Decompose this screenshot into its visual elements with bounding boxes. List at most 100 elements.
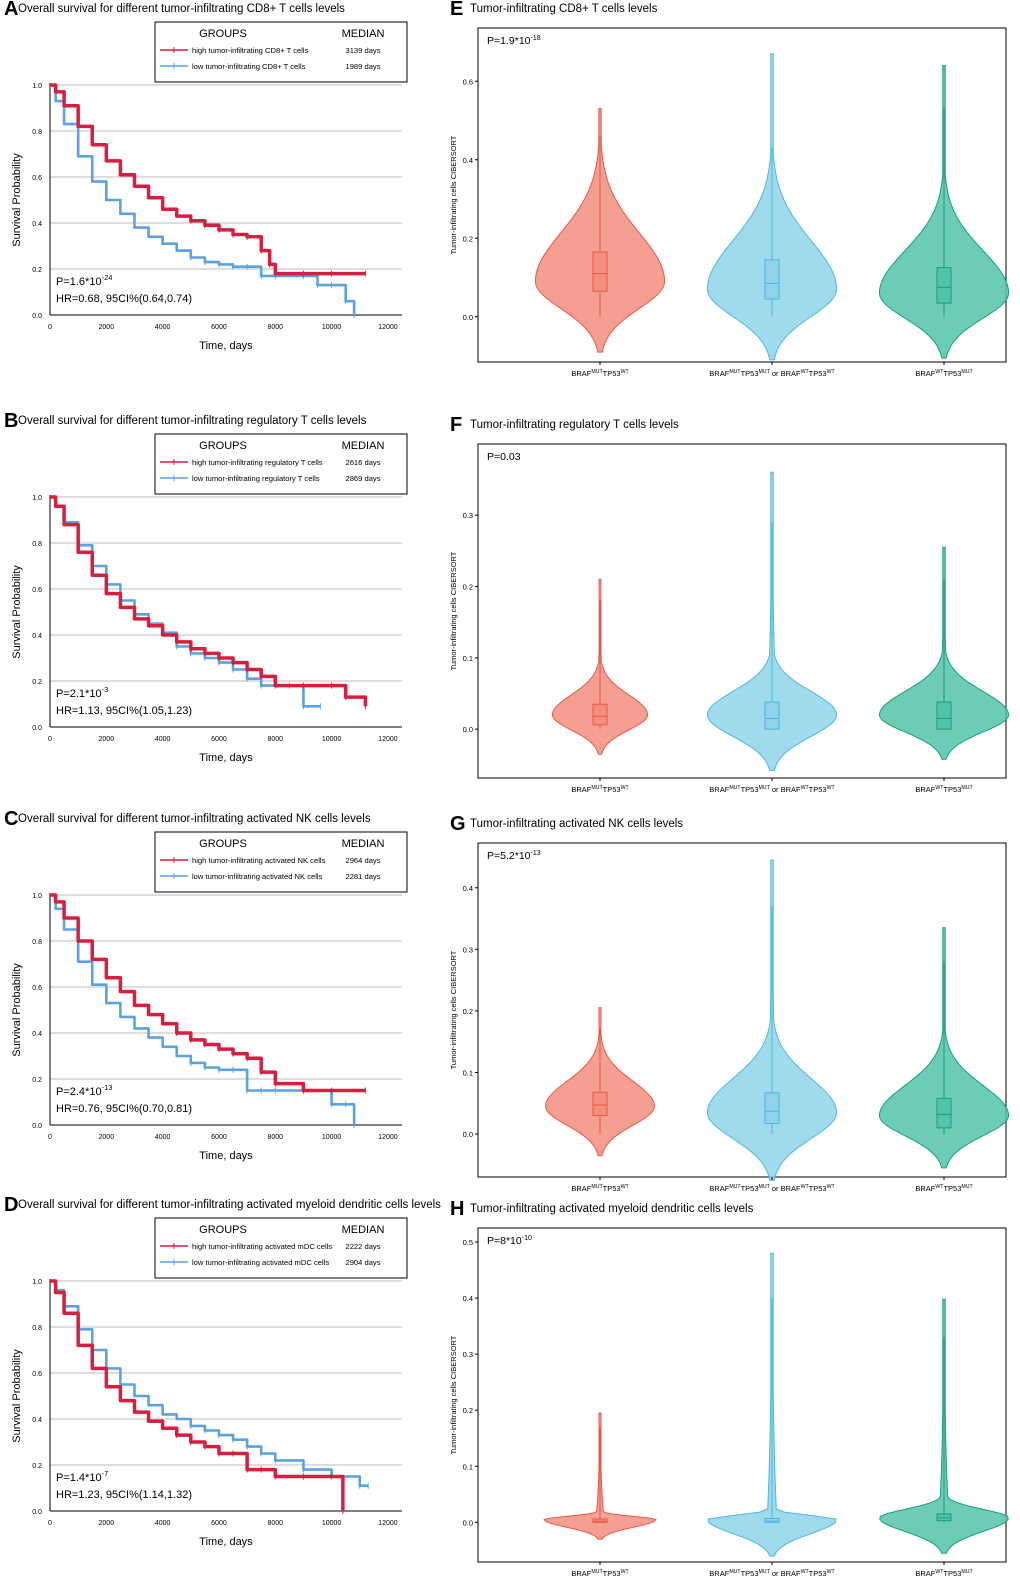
panel-title: Tumor-infiltrating activated myeloid den…: [470, 1203, 754, 1215]
x-tick-label: 6000: [211, 1134, 227, 1141]
legend: GROUPS MEDIAN high tumor-infiltrating regu…: [154, 433, 408, 495]
x-axis-label: Time, days: [199, 752, 253, 764]
x-tick-label: 10000: [322, 1134, 342, 1141]
x-category-label: BRAFMUTTP53WT: [571, 1569, 629, 1578]
y-tick-label: 0.4: [32, 1031, 42, 1038]
x-tick-label: 10000: [322, 736, 342, 743]
plot-frame: [477, 443, 1007, 779]
legend-groups-header: GROUPS: [199, 28, 247, 40]
km-panel-c: C Overall survival for different tumor-in…: [0, 808, 440, 1190]
y-tick-label: 0.6: [463, 77, 473, 86]
legend-label: high tumor-infiltrating regulatory T cel…: [192, 458, 323, 467]
x-category-label: BRAFMUTTP53MUT or BRAFWTTP53WT: [709, 369, 835, 378]
y-tick-label: 0.2: [463, 1007, 473, 1016]
y-tick-label: 0.4: [32, 1417, 42, 1424]
panel-title: Overall survival for different tumor-inf…: [18, 1199, 441, 1211]
violin-panel-e: E Tumor-infiltrating CD8+ T cells levels 0…: [449, 0, 1020, 386]
violin-box: [936, 1513, 952, 1522]
plot-frame: [477, 842, 1007, 1178]
y-tick-label: 0.0: [463, 725, 473, 734]
y-tick-label: 0.3: [463, 945, 473, 954]
y-tick-label: 0.2: [463, 234, 473, 243]
y-axis-label: Survival Probability: [11, 565, 23, 659]
p-value: P=1.6*10-24: [56, 273, 112, 288]
panel-letter: B: [4, 410, 19, 432]
p-value: P=1.9*10-18: [487, 35, 541, 47]
x-tick-label: 8000: [267, 1520, 283, 1527]
y-tick-label: 1.0: [32, 1279, 42, 1286]
y-axis-label: Survival Probability: [11, 153, 23, 247]
km-chart: 0.0 0.2 0.4 0.6 0.8 1.0 0 2000 4000 6000 8000 10000…: [11, 433, 408, 764]
violin-panel-f: F Tumor-infiltrating regulatory T cells l…: [449, 414, 1020, 802]
km-curve-low: [50, 83, 356, 315]
violin-box: [936, 267, 952, 304]
violin-group: [706, 859, 838, 1181]
y-tick-label: 0.6: [32, 985, 42, 992]
legend-median: 3139 days: [345, 46, 380, 55]
hazard-ratio: HR=1.13, 95CI%(1.05,1.23): [56, 705, 192, 717]
y-tick-label: 0.2: [32, 267, 42, 274]
legend: GROUPS MEDIAN high tumor-infiltrating CD8+…: [154, 21, 408, 83]
legend-groups-header: GROUPS: [199, 838, 247, 850]
x-category-label: BRAFMUTTP53MUT or BRAFWTTP53WT: [709, 785, 835, 794]
legend-median-header: MEDIAN: [342, 440, 385, 452]
y-tick-label: 0.1: [463, 1068, 473, 1077]
km-chart: 0.0 0.2 0.4 0.6 0.8 1.0 0 2000 4000 6000 8000 10000…: [11, 831, 408, 1162]
y-axis-label: Tumor-infiltrating cells CIBERSORT: [449, 1335, 458, 1454]
x-tick-label: 4000: [155, 1520, 171, 1527]
p-value: P=2.4*10-13: [56, 1083, 112, 1098]
y-tick-label: 0.2: [32, 1077, 42, 1084]
legend-median: 1989 days: [345, 62, 380, 71]
violin-box: [764, 259, 780, 300]
legend-median: 2964 days: [345, 856, 380, 865]
y-tick-label: 0.2: [32, 679, 42, 686]
y-tick-label: 0.8: [32, 939, 42, 946]
panel-letter: D: [4, 1194, 19, 1216]
legend-groups-header: GROUPS: [199, 1224, 247, 1236]
y-tick-label: 0.2: [463, 582, 473, 591]
violin-box: [936, 1097, 952, 1129]
y-tick-label: 0.4: [463, 156, 473, 165]
y-tick-label: 0.0: [32, 1509, 42, 1516]
legend-median-header: MEDIAN: [342, 28, 385, 40]
legend-median: 2222 days: [345, 1242, 380, 1251]
panel-letter: F: [450, 414, 463, 436]
legend-label: high tumor-infiltrating activated mDC ce…: [192, 1242, 332, 1251]
km-chart: 0.0 0.2 0.4 0.6 0.8 1.0 0 2000 4000 6000 8000 10000…: [11, 21, 408, 352]
y-tick-label: 0.6: [32, 587, 42, 594]
violin-group: [545, 1007, 655, 1157]
y-tick-label: 0.4: [463, 1294, 473, 1303]
y-axis-label: Tumor-infiltrating cells CIBERSORT: [449, 135, 458, 254]
hazard-ratio: HR=1.23, 95CI%(1.14,1.32): [56, 1489, 192, 1501]
y-tick-label: 0.0: [463, 1518, 473, 1527]
legend-median-header: MEDIAN: [342, 838, 385, 850]
km-curve-low: [50, 893, 356, 1125]
y-tick-label: 1.0: [32, 893, 42, 900]
legend-median: 2869 days: [345, 474, 380, 483]
violin-group: [878, 927, 1010, 1169]
legend-median: 2616 days: [345, 458, 380, 467]
y-tick-label: 1.0: [32, 83, 42, 90]
x-category-label: BRAFWTTP53MUT: [915, 1184, 973, 1193]
violin-chart: 0.0 0.1 0.2 0.3 Tumor-infiltrating cells CIB…: [449, 443, 1010, 794]
legend-label: high tumor-infiltrating activated NK cel…: [192, 856, 326, 865]
km-curve-high: [50, 83, 366, 276]
panel-title: Tumor-infiltrating regulatory T cells le…: [470, 419, 679, 431]
x-tick-label: 4000: [155, 736, 171, 743]
x-tick-label: 2000: [99, 324, 115, 331]
plot-frame: [477, 1227, 1007, 1563]
panel-letter: H: [450, 1198, 465, 1220]
y-axis-label: Tumor-infiltrating cells CIBERSORT: [449, 551, 458, 670]
panel-title: Overall survival for different tumor-inf…: [18, 415, 367, 427]
y-axis-label: Survival Probability: [11, 963, 23, 1057]
x-axis-label: Time, days: [199, 1536, 253, 1548]
y-axis-label: Survival Probability: [11, 1349, 23, 1443]
violin-group: [706, 53, 838, 361]
violin-box: [592, 1518, 608, 1523]
x-tick-label: 0: [48, 1134, 52, 1141]
y-tick-label: 0.3: [463, 511, 473, 520]
legend-label: high tumor-infiltrating CD8+ T cells: [192, 46, 309, 55]
panel-title: Overall survival for different tumor-inf…: [18, 3, 345, 15]
y-tick-label: 0.5: [463, 1238, 473, 1247]
violin-chart: 0.0 0.2 0.4 0.6 Tumor-infiltrating cells CIB…: [449, 27, 1010, 378]
